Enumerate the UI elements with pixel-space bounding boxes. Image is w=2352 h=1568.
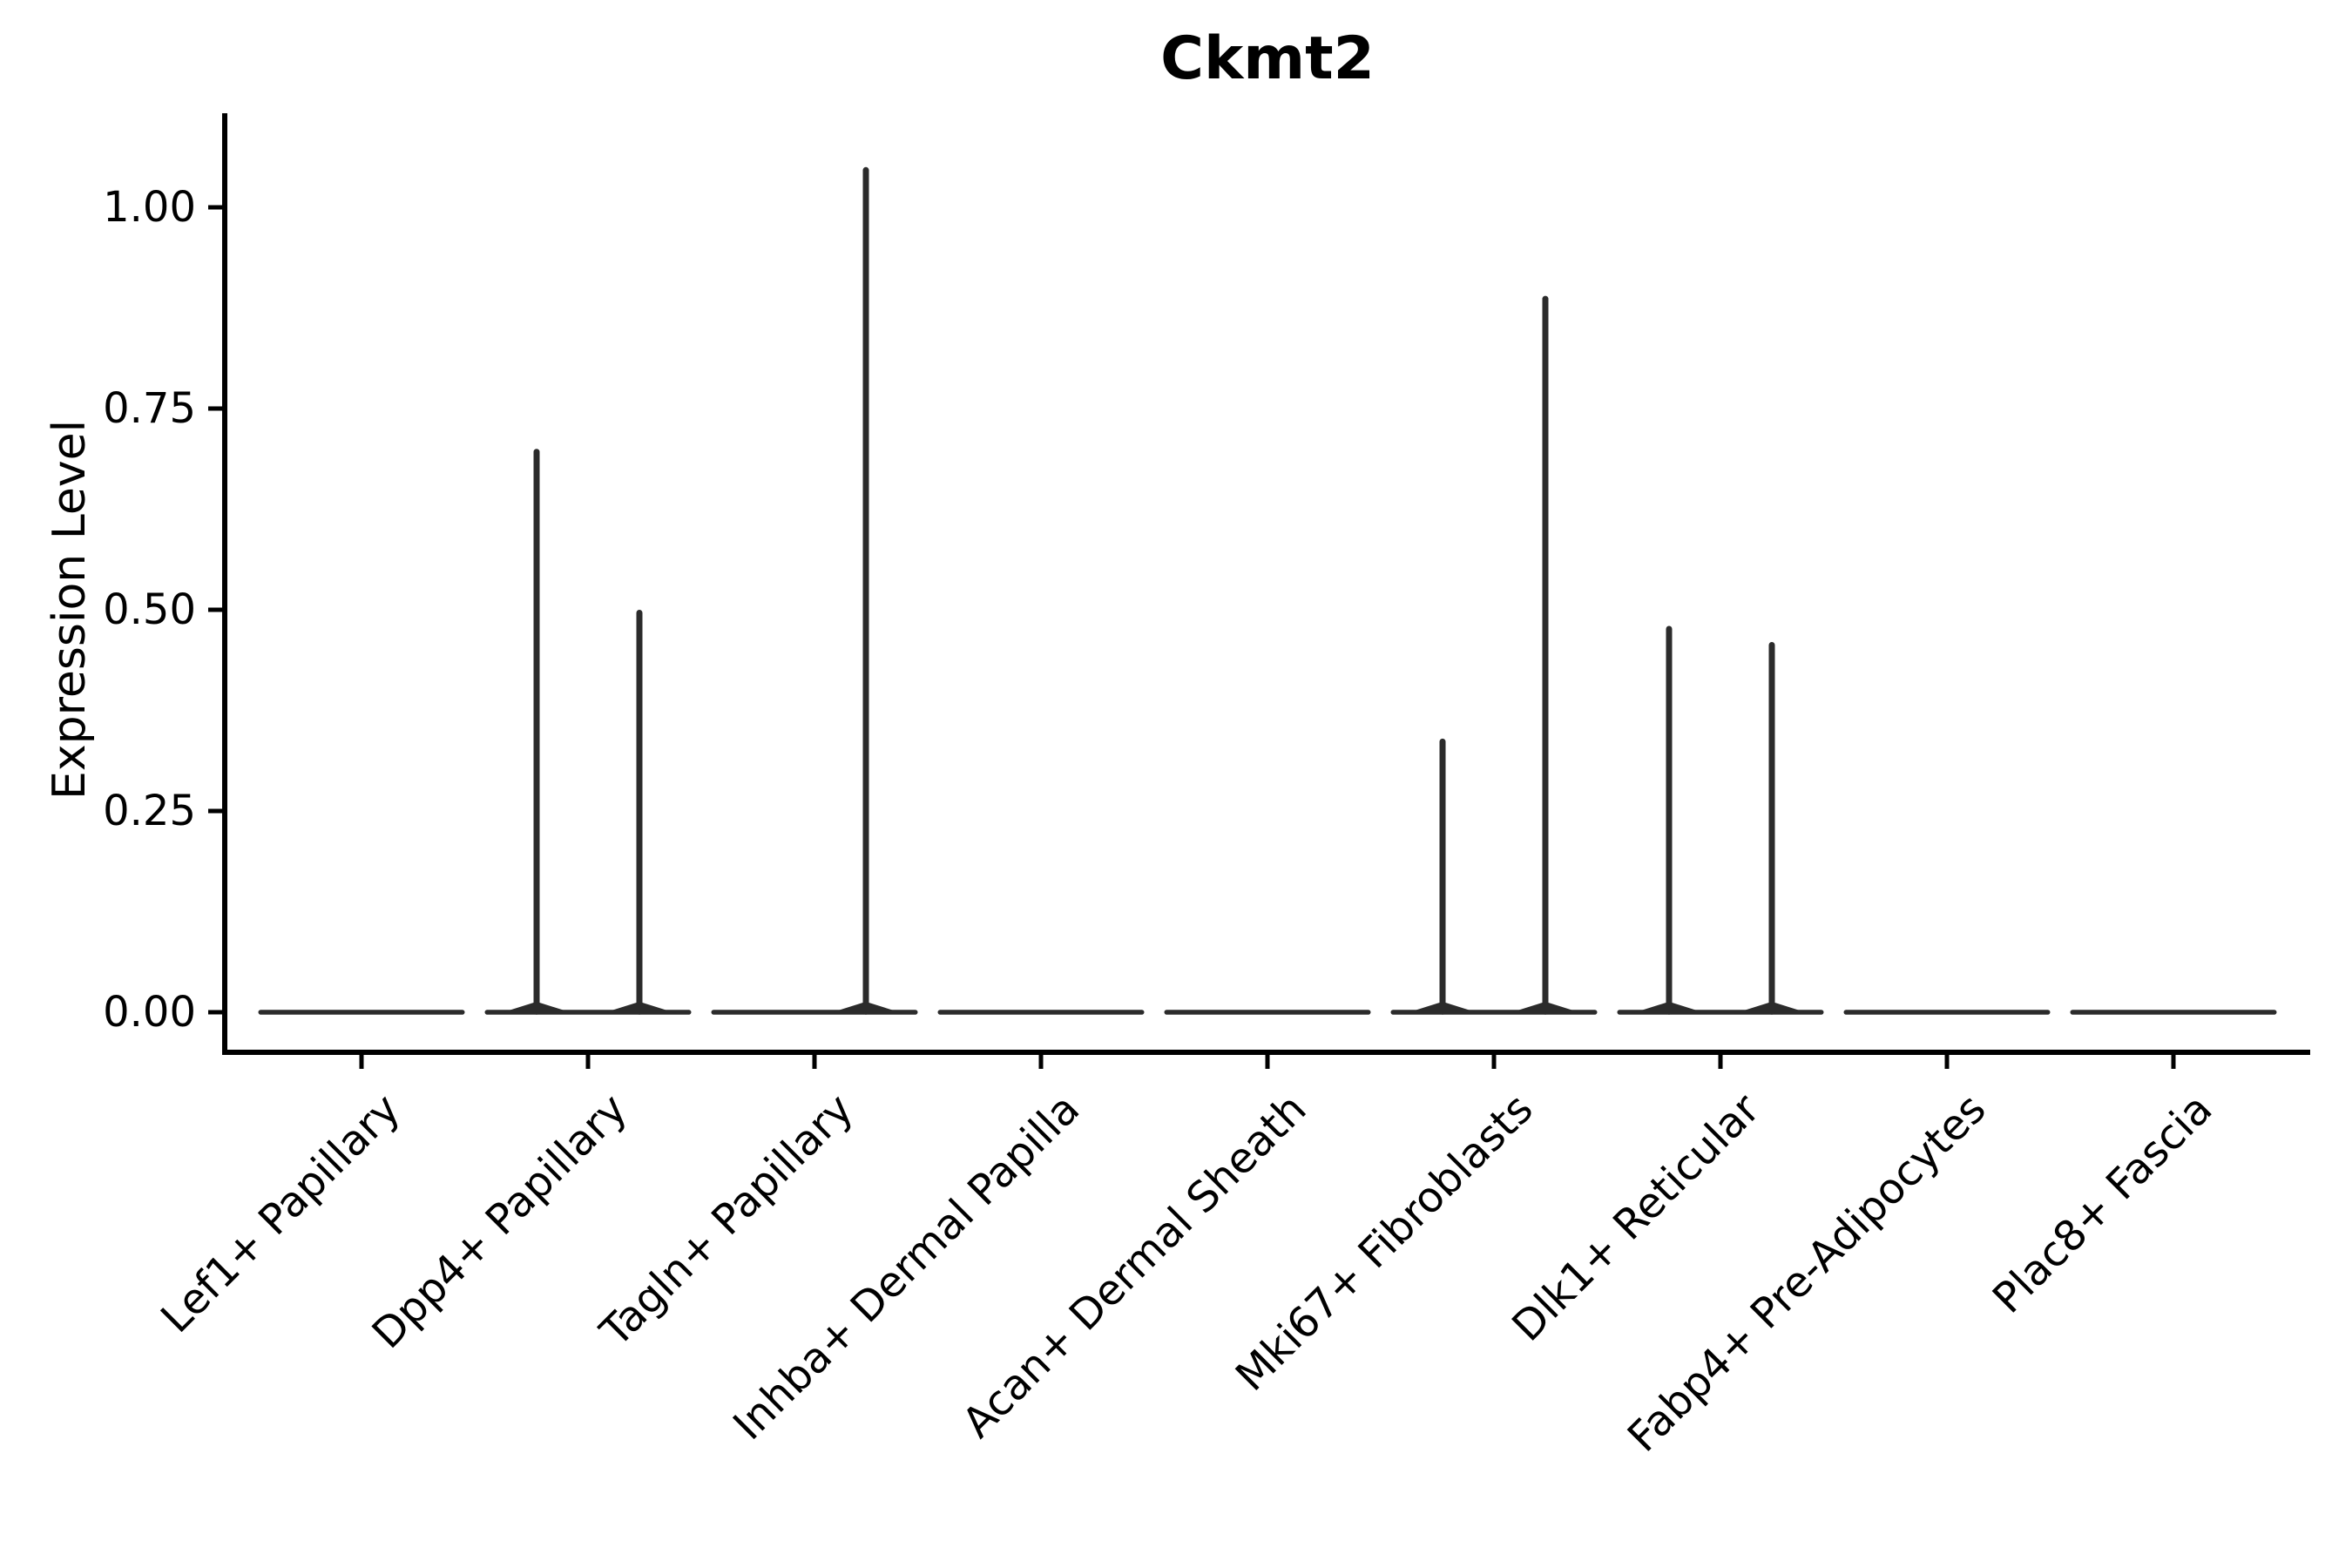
violin-body: [1164, 1010, 1371, 1015]
violin-spike: [862, 166, 869, 1015]
violin-spike: [1768, 641, 1775, 1015]
violin-body: [258, 1010, 465, 1015]
y-tick-label: 0.50: [103, 585, 196, 634]
violin-spike: [1542, 295, 1549, 1015]
violin-body: [2070, 1010, 2277, 1015]
y-tick-label: 0.00: [103, 988, 196, 1037]
violin-spike: [533, 449, 540, 1015]
violin-spike: [1666, 625, 1673, 1015]
y-tick-label: 0.75: [103, 384, 196, 433]
violin-spike: [1439, 738, 1446, 1015]
violin-spike: [636, 610, 643, 1015]
violin-body: [937, 1010, 1145, 1015]
violin-body: [1843, 1010, 2051, 1015]
y-tick-label: 0.25: [103, 787, 196, 835]
chart-title: Ckmt2: [1160, 24, 1375, 93]
y-tick-label: 1.00: [103, 183, 196, 232]
